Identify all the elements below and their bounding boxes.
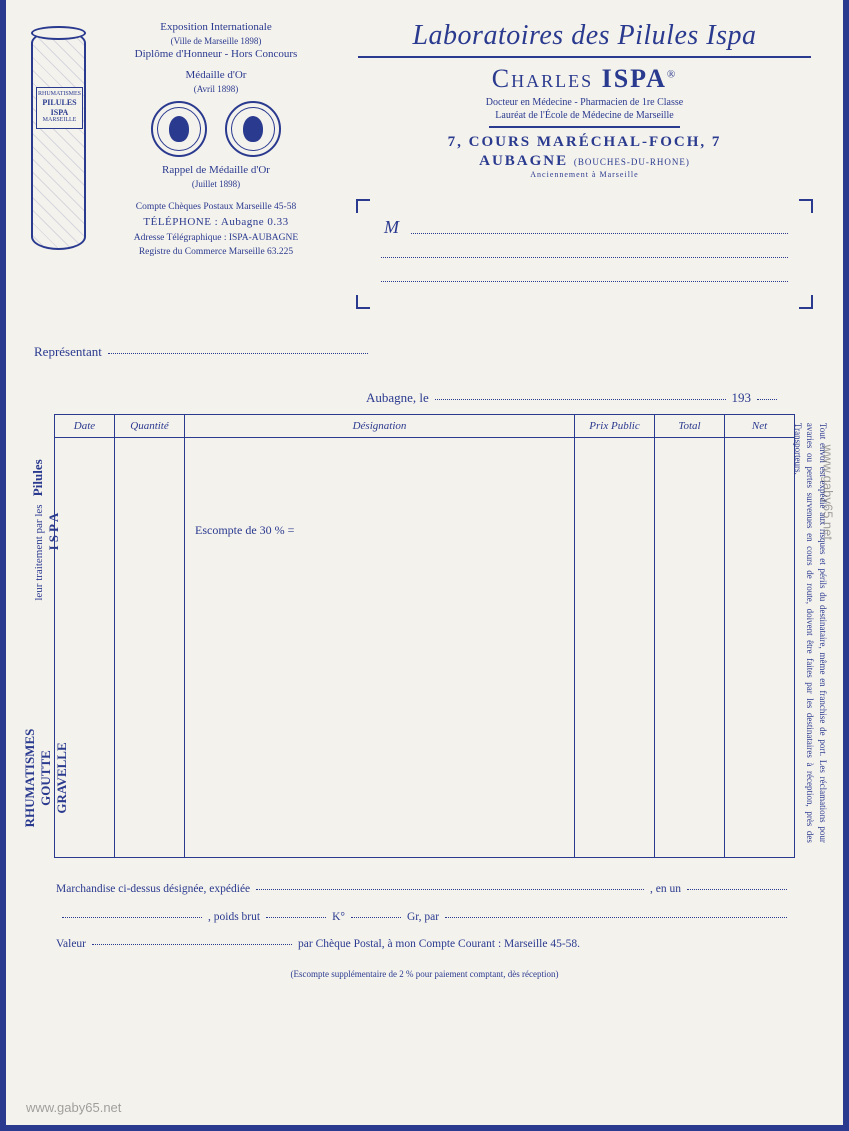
tube-top-text: RHUMATISMES <box>38 91 81 98</box>
product-tube-illustration: RHUMATISMES PILULES ISPA MARSEILLE <box>31 30 86 260</box>
recipient-prefix: M <box>384 217 399 238</box>
award-medal-sub: (Avril 1898) <box>96 83 336 95</box>
col-quantity: Quantité <box>115 415 185 438</box>
tube-brand: PILULES ISPA <box>38 98 81 117</box>
watermark: www.gaby65.net <box>26 1100 121 1115</box>
date-line: Aubagne, le 193 <box>6 390 843 406</box>
right-margin-text: Tout envoi est expédié aux risques et pé… <box>795 414 823 858</box>
watermark: www.gaby65.net <box>820 445 835 540</box>
credential-2: Lauréat de l'École de Médecine de Marsei… <box>346 109 823 122</box>
escompte-note: Escompte de 30 % = <box>195 523 294 538</box>
medal-icon <box>225 101 281 157</box>
invoice-table: Date Quantité Désignation Prix Public To… <box>54 414 795 858</box>
award-diploma: Diplôme d'Honneur - Hors Concours <box>96 47 336 62</box>
address-former: Anciennement à Marseille <box>346 170 823 179</box>
col-net: Net <box>725 415 795 438</box>
contact-ccp: Compte Chèques Postaux Marseille 45-58 <box>96 200 336 214</box>
award-expo: Exposition Internationale <box>96 20 336 35</box>
address-city: AUBAGNE (BOUCHES-DU-RHONE) <box>346 153 823 170</box>
representant-line: Représentant <box>34 344 843 360</box>
award-rappel: Rappel de Médaille d'Or <box>96 163 336 178</box>
tube-sub: MARSEILLE <box>38 117 81 124</box>
col-designation: Désignation <box>185 415 575 438</box>
col-prix: Prix Public <box>575 415 655 438</box>
recipient-box: M <box>356 199 813 309</box>
contact-tel: TÉLÉPHONE : Aubagne 0.33 <box>96 214 336 231</box>
divider <box>489 126 680 128</box>
contact-rc: Registre du Commerce Marseille 63.225 <box>96 245 336 259</box>
col-total: Total <box>655 415 725 438</box>
award-expo-sub: (Ville de Marseille 1898) <box>96 35 336 47</box>
owner-name: Charles ISPA® <box>346 64 823 94</box>
lab-title: Laboratoires des Pilules Ispa <box>346 20 823 52</box>
col-date: Date <box>55 415 115 438</box>
address-street: 7, COURS MARÉCHAL-FOCH, 7 <box>346 134 823 151</box>
award-medal-title: Médaille d'Or <box>96 68 336 83</box>
award-rappel-sub: (Juillet 1898) <box>96 178 336 190</box>
medal-icon <box>151 101 207 157</box>
footer-escompte-note: (Escompte supplémentaire de 2 % pour pai… <box>6 969 843 979</box>
left-margin-text: leur traitement par les Pilules ISPA RHU… <box>26 414 54 858</box>
contact-teleg: Adresse Télégraphique : ISPA-AUBAGNE <box>96 231 336 245</box>
divider <box>358 56 811 58</box>
credential-1: Docteur en Médecine - Pharmacien de 1re … <box>346 96 823 109</box>
footer-shipping-lines: Marchandise ci-dessus désignée, expédiée… <box>56 876 793 959</box>
